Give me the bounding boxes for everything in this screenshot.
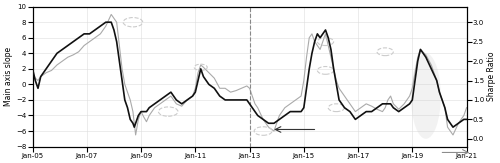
Ellipse shape <box>411 53 441 139</box>
Y-axis label: Main axis slope: Main axis slope <box>4 47 13 106</box>
Y-axis label: Sharpe Ratio: Sharpe Ratio <box>487 52 496 101</box>
